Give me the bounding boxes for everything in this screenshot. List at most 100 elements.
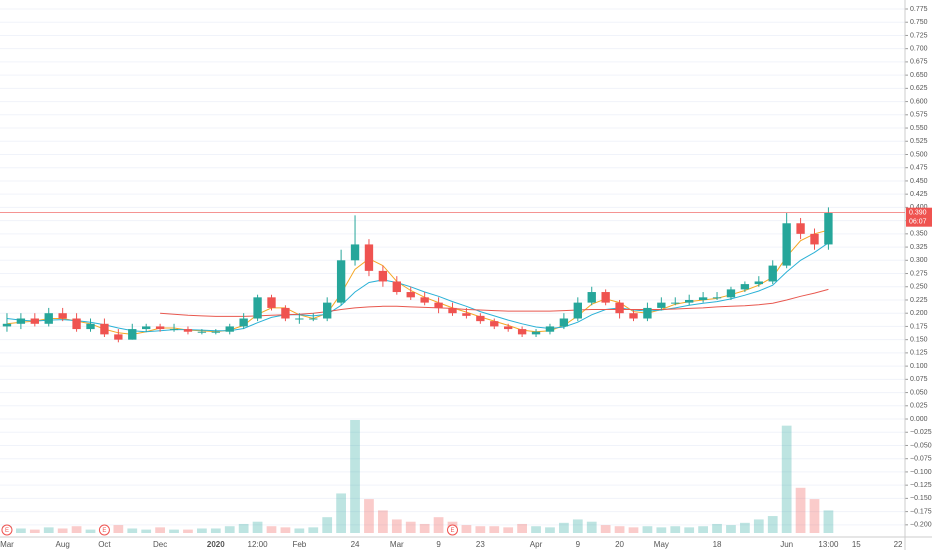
volume-bar [656, 527, 667, 533]
price-countdown: 06:07 [909, 219, 927, 226]
x-tick-label: Mar [390, 540, 404, 549]
moving-average [6, 242, 829, 333]
candle-body [629, 313, 638, 319]
volume-bar [85, 529, 96, 533]
volume-bar [600, 525, 611, 533]
candle-body [58, 313, 67, 319]
volume-bar [475, 526, 486, 533]
y-tick-label: 0.125 [910, 350, 928, 357]
event-marker [1, 524, 13, 536]
y-tick-label: 0.725 [910, 32, 928, 39]
candle-body [754, 281, 763, 285]
y-tick-label: −0.150 [910, 495, 932, 502]
x-tick-label: 15 [852, 540, 861, 549]
candle-body [420, 297, 429, 303]
candle-body [490, 321, 499, 327]
candle-body [30, 318, 39, 324]
volume-bar [169, 529, 179, 533]
y-tick-label: 0.500 [910, 151, 928, 158]
candle-body [16, 318, 26, 324]
y-tick-label: 0.675 [910, 59, 928, 66]
volume-bar [29, 529, 40, 533]
x-tick-label: 24 [351, 540, 360, 549]
moving-average [6, 229, 829, 335]
y-tick-label: −0.050 [910, 442, 932, 449]
x-tick-label: 9 [436, 540, 441, 549]
candle-body [309, 318, 318, 320]
price-label: 0.390 [909, 210, 927, 217]
candle-body [517, 329, 527, 335]
volume-bar [670, 526, 681, 533]
volume-bar [572, 519, 583, 533]
volume-bar [809, 499, 820, 533]
y-tick-label: 0.325 [910, 244, 928, 251]
y-tick-label: 0.575 [910, 112, 928, 119]
candle-body [378, 270, 388, 282]
candle-body [2, 323, 12, 327]
moving-average [160, 288, 829, 317]
candle-body [504, 326, 513, 330]
volume-bar [43, 527, 54, 533]
y-tick-label: 0.700 [910, 46, 928, 53]
volume-bar [57, 528, 68, 533]
x-tick-label: 20 [615, 540, 624, 549]
y-tick-label: 0.600 [910, 98, 928, 105]
candle-body [211, 331, 220, 333]
volume-bar [294, 528, 305, 533]
candle-body [657, 302, 666, 308]
candle-body [44, 313, 53, 324]
volume-bar [378, 510, 388, 533]
volume-bar [391, 519, 402, 533]
y-tick-label: 0.450 [910, 178, 928, 185]
volume-bar [197, 528, 207, 533]
candle-body [183, 329, 193, 332]
x-tick-label: 18 [713, 540, 722, 549]
volume-bar [753, 519, 764, 533]
volume-bar [405, 521, 416, 533]
volume-bar [823, 510, 834, 533]
volume-bar [642, 526, 653, 533]
candle-body [392, 281, 401, 293]
volume-bar [16, 528, 26, 533]
volume-bar [155, 527, 165, 533]
volume-bar [767, 516, 778, 533]
y-tick-label: −0.100 [910, 469, 932, 476]
y-tick-label: 0.775 [910, 6, 928, 13]
candle-body [531, 331, 541, 335]
y-tick-label: 0.200 [910, 310, 928, 317]
candle-body [86, 323, 95, 330]
volume-bar [698, 526, 708, 533]
candle-body [476, 315, 485, 322]
candle-body [225, 326, 234, 332]
volume-bar [210, 528, 221, 533]
event-label: E [102, 528, 106, 534]
candle-body [169, 329, 179, 331]
y-tick-label: 0.275 [910, 270, 928, 277]
candle-body [740, 284, 750, 290]
volume-bar [489, 526, 500, 533]
candle-body [782, 223, 791, 266]
y-tick-label: 0.250 [910, 284, 928, 291]
candle-body [685, 299, 694, 303]
volume-bar [517, 523, 527, 533]
y-tick-label: 0.750 [910, 19, 928, 26]
y-tick-label: 0.050 [910, 389, 928, 396]
candle-body [336, 260, 346, 303]
candle-body [364, 244, 374, 271]
x-tick-label: 23 [476, 540, 485, 549]
price-label-box [906, 207, 932, 227]
candle-body [267, 297, 276, 308]
event-label: E [450, 528, 454, 534]
x-tick-label: Jun [780, 540, 793, 549]
event-label: E [5, 528, 9, 534]
volume-bar [266, 526, 277, 533]
x-tick-label: 9 [576, 540, 581, 549]
volume-bar [113, 525, 124, 533]
y-tick-label: 0.650 [910, 72, 928, 79]
candle-body [406, 292, 415, 298]
x-tick-label: May [654, 540, 669, 549]
volume-bar [628, 527, 639, 533]
volume-bar [350, 420, 360, 533]
volume-bar [252, 521, 263, 533]
candle-body [559, 318, 569, 327]
